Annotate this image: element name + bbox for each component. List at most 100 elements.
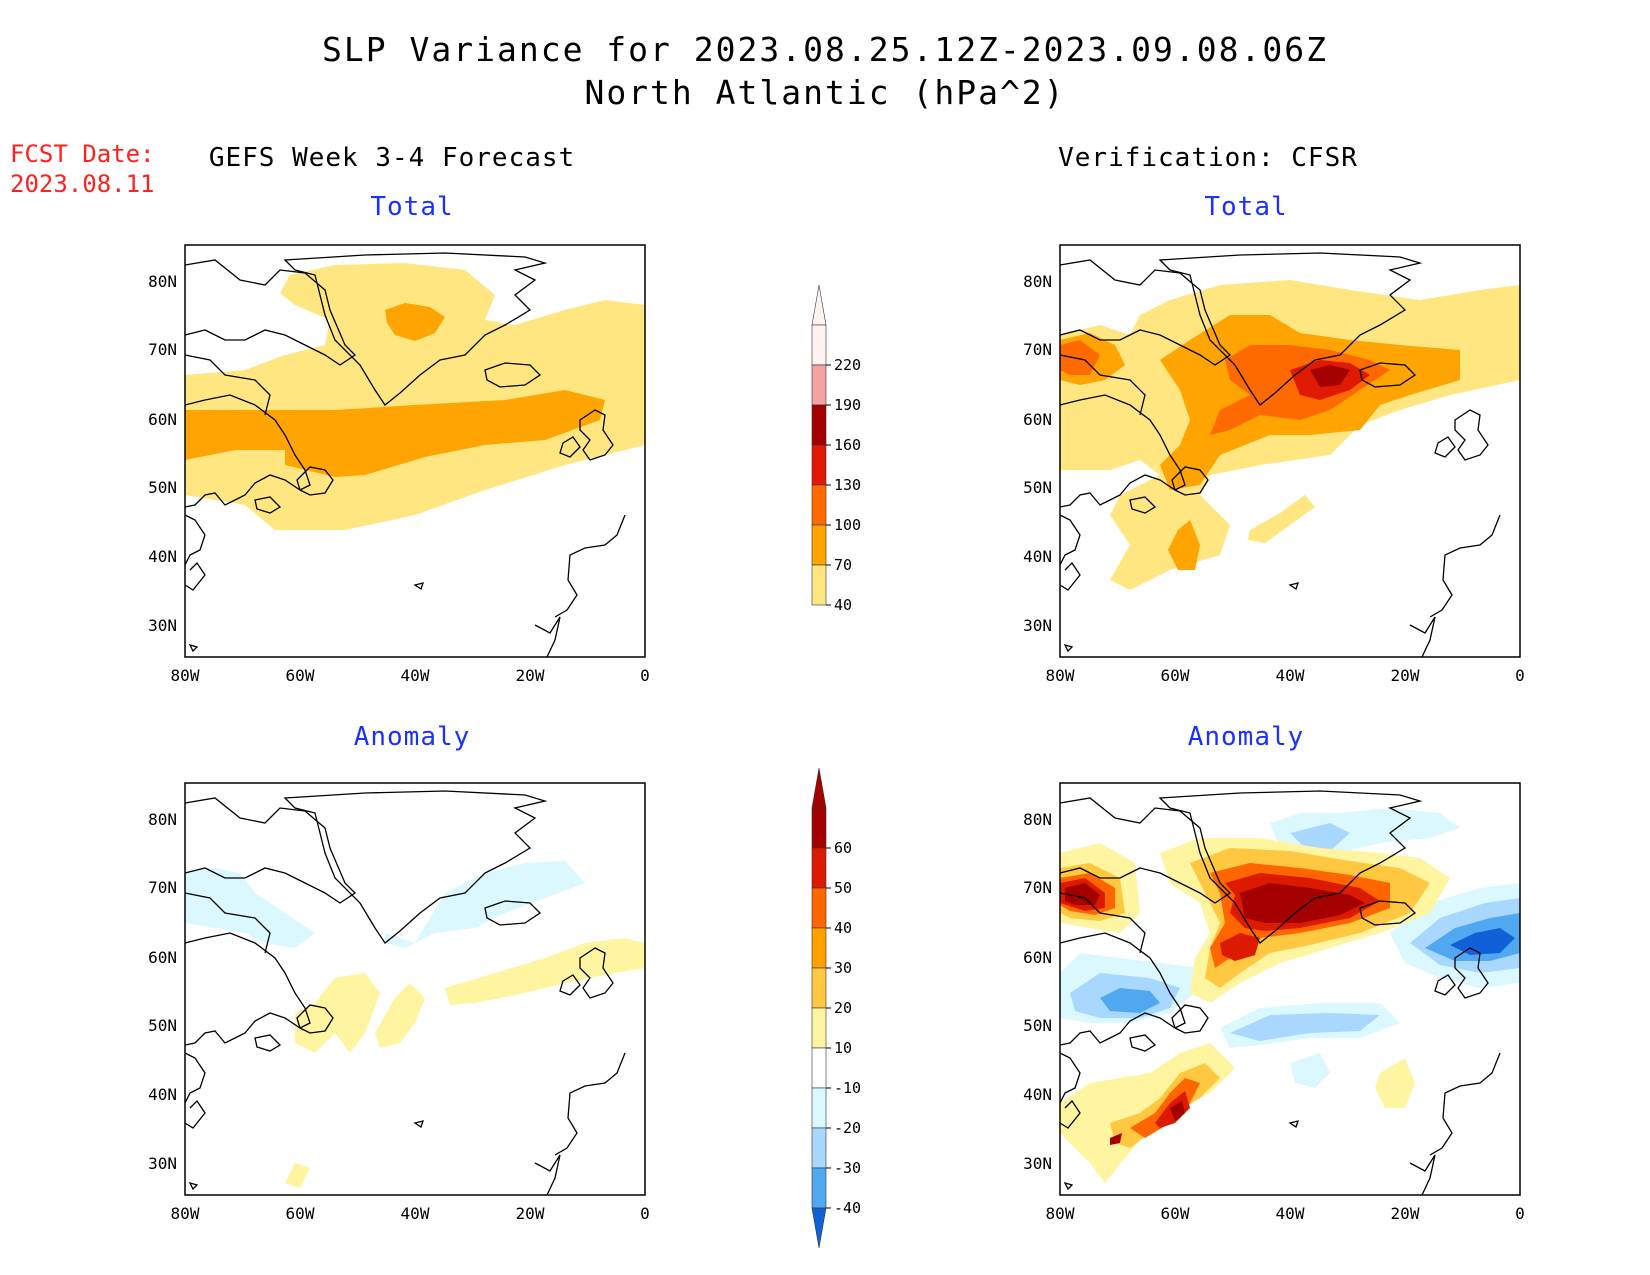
colorbar-anomaly: 60 50 40 30 20 10 -10 -20 -30 -40	[811, 767, 892, 1249]
colorbar-swatch	[811, 404, 827, 446]
colorbar-swatch	[811, 364, 827, 406]
colorbar-swatch	[811, 927, 827, 969]
lat-label: 50N	[1023, 1016, 1052, 1035]
lat-label: 80N	[1023, 272, 1052, 291]
lat-label: 30N	[1023, 616, 1052, 635]
lat-label: 70N	[1023, 878, 1052, 897]
lat-label: 50N	[1023, 478, 1052, 497]
lon-label: 80W	[171, 666, 200, 685]
panel-subtitle-forecast-total: Total	[370, 192, 454, 222]
lon-label: 60W	[1161, 1204, 1190, 1223]
main-title: SLP Variance for 2023.08.25.12Z-2023.09.…	[322, 30, 1328, 69]
lon-label: 60W	[1161, 666, 1190, 685]
lat-label: 40N	[148, 547, 177, 566]
colorbar-swatch	[811, 444, 827, 486]
colorbar-total-labels: 220 190 160 130 100 70 40	[834, 356, 861, 614]
lon-label: 80W	[171, 1204, 200, 1223]
map-verification-anomaly: 80N 70N 60N 50N 40N 30N 80W 60W 40W 20W …	[1023, 782, 1525, 1223]
lon-label: 20W	[1391, 1204, 1420, 1223]
lon-label: 0	[1515, 666, 1525, 685]
colorbar-top-triangle	[811, 767, 827, 809]
fcst-date-value: 2023.08.11	[10, 170, 155, 198]
colorbar-label: 40	[834, 596, 852, 614]
colorbar-swatch	[811, 847, 827, 889]
lon-label: 0	[1515, 1204, 1525, 1223]
shading-verification-anomaly	[1060, 808, 1520, 1183]
colorbar-swatch	[811, 1047, 827, 1089]
map-forecast-anomaly: 80N 70N 60N 50N 40N 30N 80W 60W 40W 20W …	[148, 782, 650, 1223]
lon-label: 20W	[516, 666, 545, 685]
colorbar-label: 70	[834, 556, 852, 574]
lon-label: 40W	[1276, 1204, 1305, 1223]
colorbar-label: 160	[834, 436, 861, 454]
shading-forecast-total	[185, 263, 645, 530]
lat-label: 70N	[148, 340, 177, 359]
colorbar-label: 50	[834, 879, 852, 897]
lon-label: 60W	[286, 1204, 315, 1223]
lon-label: 80W	[1046, 1204, 1075, 1223]
lat-label: 40N	[148, 1085, 177, 1104]
lon-label: 40W	[401, 666, 430, 685]
colorbar-bottom-triangle	[811, 1207, 827, 1249]
main-subtitle: North Atlantic (hPa^2)	[584, 73, 1066, 112]
lat-label: 70N	[1023, 340, 1052, 359]
column-title-forecast: GEFS Week 3-4 Forecast	[208, 143, 576, 173]
colorbar-label: 10	[834, 1039, 852, 1057]
lat-label: 70N	[148, 878, 177, 897]
lat-label: 50N	[148, 1016, 177, 1035]
lon-label: 40W	[1276, 666, 1305, 685]
panel-subtitle-forecast-anomaly: Anomaly	[353, 722, 471, 752]
colorbar-label: 100	[834, 516, 861, 534]
colorbar-swatch	[811, 967, 827, 1009]
lon-label: 20W	[516, 1204, 545, 1223]
colorbar-label: 220	[834, 356, 861, 374]
lon-label: 0	[640, 1204, 650, 1223]
colorbar-swatch	[811, 1127, 827, 1169]
lat-label: 80N	[148, 272, 177, 291]
colorbar-label: 60	[834, 839, 852, 857]
colorbar-label: 20	[834, 999, 852, 1017]
colorbar-swatch	[811, 324, 827, 366]
lat-label: 40N	[1023, 1085, 1052, 1104]
lon-label: 60W	[286, 666, 315, 685]
colorbar-swatch	[811, 484, 827, 526]
shading-forecast-anomaly	[185, 861, 645, 1188]
colorbar-anomaly-labels: 60 50 40 30 20 10 -10 -20 -30 -40	[834, 839, 861, 1217]
colorbar-label: -30	[834, 1159, 861, 1177]
panel-subtitle-verification-total: Total	[1204, 192, 1288, 222]
lon-label: 20W	[1391, 666, 1420, 685]
lon-label: 0	[640, 666, 650, 685]
colorbar-swatch	[811, 564, 827, 606]
column-title-verification: Verification: CFSR	[1058, 143, 1358, 173]
lat-label: 40N	[1023, 547, 1052, 566]
colorbar-swatch	[811, 887, 827, 929]
fcst-date-label: FCST Date:	[10, 140, 155, 168]
colorbar-label: 40	[834, 919, 852, 937]
colorbar-swatch	[811, 807, 827, 849]
colorbar-swatch	[811, 1007, 827, 1049]
lat-label: 80N	[1023, 810, 1052, 829]
shading-verification-total	[1060, 280, 1520, 590]
colorbar-total-swatches	[811, 284, 831, 606]
lat-label: 50N	[148, 478, 177, 497]
lon-label: 40W	[401, 1204, 430, 1223]
panel-subtitle-verification-anomaly: Anomaly	[1187, 722, 1305, 752]
colorbar-swatch	[811, 524, 827, 566]
lat-label: 60N	[148, 948, 177, 967]
lat-label: 60N	[1023, 410, 1052, 429]
lat-label: 30N	[1023, 1154, 1052, 1173]
lat-label: 80N	[148, 810, 177, 829]
map-forecast-total: 80N 70N 60N 50N 40N 30N 80W 60W 40W 20W …	[148, 244, 650, 685]
colorbar-swatch	[811, 1167, 827, 1209]
colorbar-label: -20	[834, 1119, 861, 1137]
colorbar-label: 130	[834, 476, 861, 494]
colorbar-swatch	[811, 1087, 827, 1129]
lat-label: 60N	[148, 410, 177, 429]
map-verification-total: 80N 70N 60N 50N 40N 30N 80W 60W 40W 20W …	[1023, 244, 1525, 685]
lat-label: 30N	[148, 616, 177, 635]
colorbar-label: 30	[834, 959, 852, 977]
colorbar-anomaly-swatches	[811, 767, 831, 1249]
lat-label: 60N	[1023, 948, 1052, 967]
lat-label: 30N	[148, 1154, 177, 1173]
colorbar-label: -40	[834, 1199, 861, 1217]
